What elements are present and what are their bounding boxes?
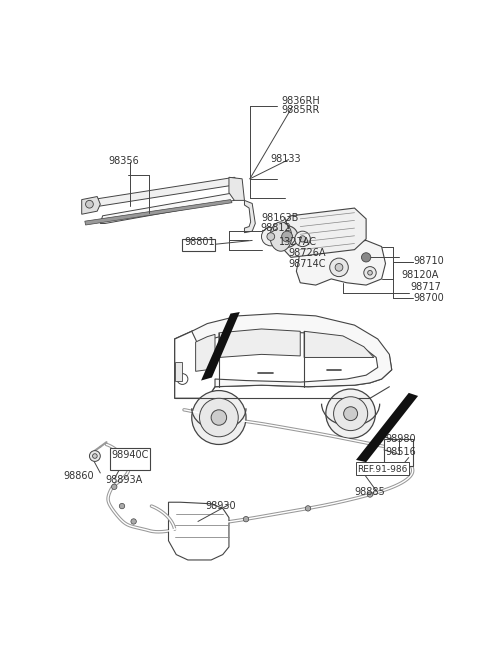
Circle shape: [344, 407, 358, 420]
Circle shape: [364, 266, 376, 279]
Polygon shape: [281, 208, 366, 257]
Polygon shape: [82, 197, 100, 215]
Bar: [182, 239, 215, 251]
Circle shape: [93, 454, 97, 459]
Bar: [384, 439, 413, 466]
Text: 1327AC: 1327AC: [278, 237, 316, 247]
Text: 98133: 98133: [271, 154, 301, 164]
Circle shape: [335, 264, 343, 271]
Text: 98710: 98710: [413, 256, 444, 266]
Polygon shape: [168, 502, 229, 560]
Circle shape: [334, 397, 368, 430]
Polygon shape: [85, 199, 232, 225]
Text: 98885: 98885: [355, 487, 385, 497]
Circle shape: [361, 253, 371, 262]
Text: 98801: 98801: [184, 237, 215, 247]
Text: 98980: 98980: [385, 434, 416, 445]
Text: 98930: 98930: [206, 501, 236, 510]
Circle shape: [131, 519, 136, 524]
Text: 98893A: 98893A: [105, 475, 142, 485]
Text: 98812: 98812: [260, 224, 291, 234]
Circle shape: [211, 410, 227, 425]
Text: 9836RH: 9836RH: [281, 96, 320, 106]
Circle shape: [295, 231, 311, 247]
Circle shape: [367, 492, 372, 497]
Bar: [109, 448, 150, 470]
Circle shape: [300, 236, 306, 242]
Circle shape: [276, 226, 298, 247]
Circle shape: [177, 374, 188, 384]
Text: 98700: 98700: [413, 293, 444, 303]
Polygon shape: [356, 393, 418, 462]
Text: 98163B: 98163B: [262, 213, 299, 224]
Circle shape: [267, 233, 275, 240]
Polygon shape: [192, 314, 392, 387]
Text: 98120A: 98120A: [401, 270, 438, 279]
Circle shape: [111, 484, 117, 489]
Text: 98356: 98356: [108, 155, 139, 166]
Polygon shape: [175, 323, 392, 398]
Circle shape: [330, 258, 348, 277]
Text: 98940C: 98940C: [111, 450, 148, 460]
Text: REF.91-986: REF.91-986: [357, 465, 407, 474]
Polygon shape: [244, 200, 255, 233]
Bar: [356, 462, 409, 474]
Circle shape: [85, 200, 93, 208]
Text: 98714C: 98714C: [288, 259, 326, 269]
Circle shape: [89, 451, 100, 461]
Circle shape: [262, 228, 280, 246]
Circle shape: [305, 506, 311, 511]
Polygon shape: [219, 329, 300, 358]
Circle shape: [200, 398, 238, 437]
Polygon shape: [201, 312, 240, 380]
Text: 98860: 98860: [64, 472, 95, 482]
Polygon shape: [296, 240, 385, 285]
Circle shape: [120, 465, 125, 470]
Polygon shape: [304, 331, 374, 358]
Polygon shape: [83, 177, 238, 210]
Circle shape: [326, 389, 375, 438]
Text: 98717: 98717: [410, 282, 441, 292]
Ellipse shape: [270, 222, 292, 251]
Circle shape: [282, 231, 292, 242]
Bar: [175, 362, 182, 381]
Circle shape: [243, 516, 249, 522]
Text: 98726A: 98726A: [288, 248, 326, 258]
Circle shape: [120, 503, 125, 509]
Polygon shape: [100, 193, 237, 224]
Circle shape: [192, 390, 246, 445]
Circle shape: [368, 270, 372, 275]
Text: 98516: 98516: [385, 447, 416, 457]
Polygon shape: [196, 335, 215, 371]
Polygon shape: [229, 177, 244, 200]
Text: 9885RR: 9885RR: [281, 105, 319, 115]
Polygon shape: [175, 327, 215, 398]
